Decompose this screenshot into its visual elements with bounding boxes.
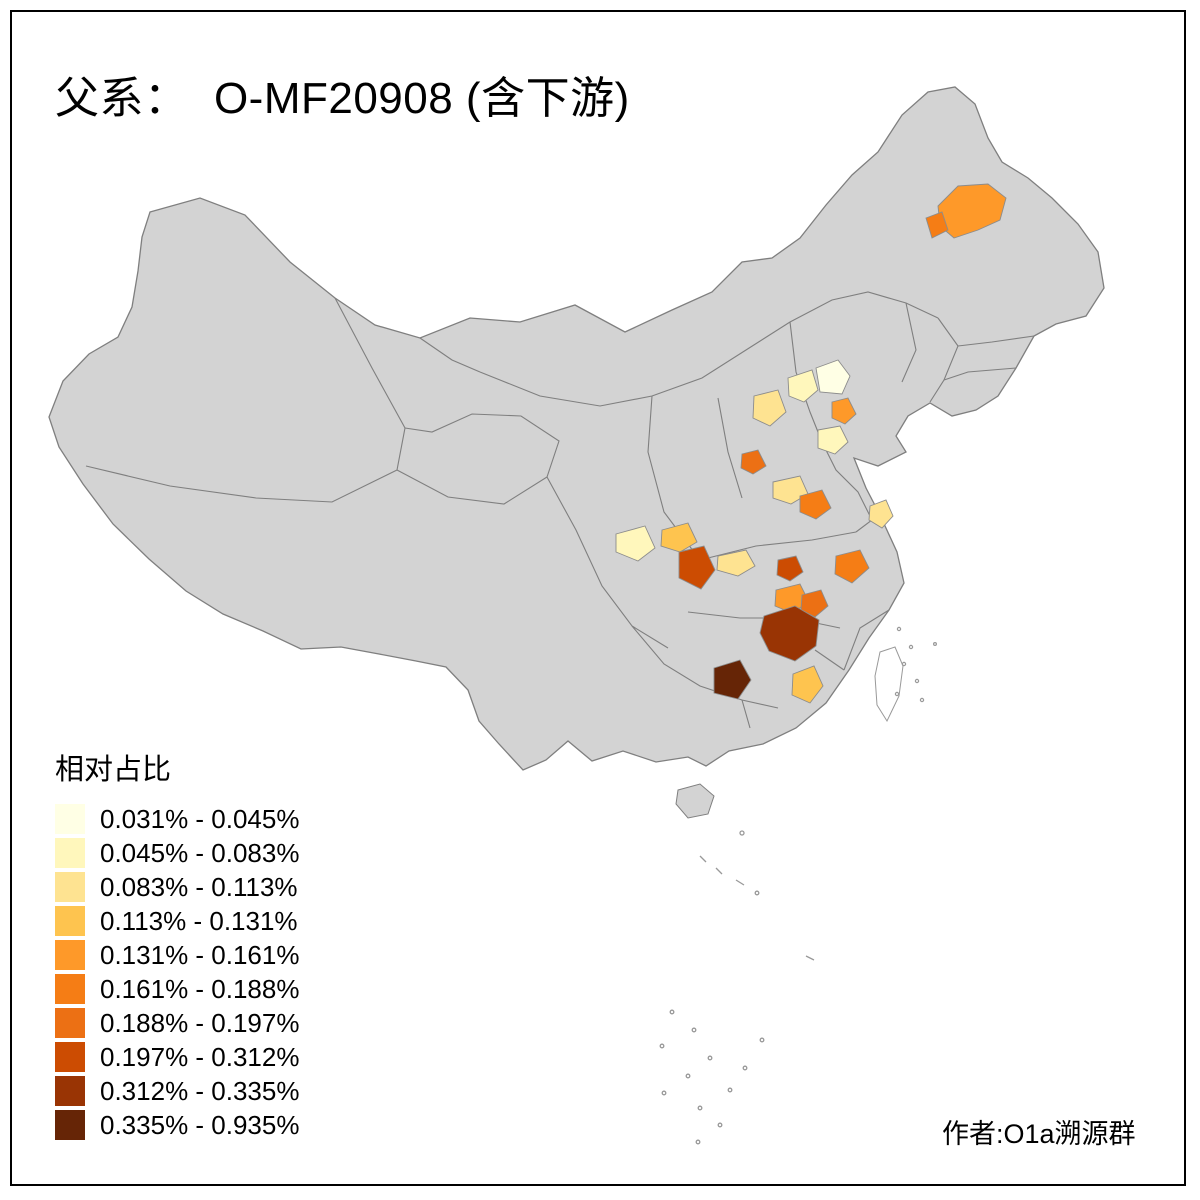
region-shanxi-north-yellow bbox=[752, 389, 787, 427]
region-hebei-south-pale bbox=[817, 425, 849, 455]
region-heilongjiang-small-west bbox=[925, 211, 949, 239]
legend-swatch bbox=[55, 906, 85, 936]
region-guangdong-north-gold bbox=[791, 665, 824, 704]
legend-row: 0.113% - 0.131% bbox=[55, 906, 299, 936]
region-tianjin-orange bbox=[831, 397, 857, 425]
legend-row: 0.131% - 0.161% bbox=[55, 940, 299, 970]
legend-swatch bbox=[55, 1076, 85, 1106]
legend-label: 0.131% - 0.161% bbox=[100, 939, 300, 970]
legend-label: 0.045% - 0.083% bbox=[100, 837, 300, 868]
legend: 相对占比 0.031% - 0.045% 0.045% - 0.083% 0.0… bbox=[55, 746, 299, 1144]
legend-swatch bbox=[55, 804, 85, 834]
legend-swatch bbox=[55, 1042, 85, 1072]
legend-title: 相对占比 bbox=[55, 754, 172, 786]
legend-swatch bbox=[55, 838, 85, 868]
legend-label: 0.197% - 0.312% bbox=[100, 1041, 300, 1072]
legend-row: 0.031% - 0.045% bbox=[55, 804, 299, 834]
region-chongqing-north-gold bbox=[660, 522, 698, 553]
region-jiangxi-northwest-darkbrown bbox=[759, 605, 820, 662]
region-hubei-central-darkorange bbox=[776, 555, 804, 582]
legend-swatch bbox=[55, 940, 85, 970]
region-shanxi-south-orange bbox=[740, 449, 767, 475]
region-sichuan-east-pale bbox=[615, 525, 656, 562]
region-hebei-north-palest bbox=[815, 359, 851, 395]
region-jiangsu-pale bbox=[868, 499, 894, 529]
legend-label: 0.113% - 0.131% bbox=[100, 905, 298, 936]
legend-row: 0.188% - 0.197% bbox=[55, 1008, 299, 1038]
coastal-islets bbox=[894, 626, 937, 703]
attribution: 作者:O1a溯源群 bbox=[942, 1119, 1136, 1149]
taiwan-island bbox=[874, 646, 904, 723]
region-henan-north-yellow bbox=[772, 475, 809, 505]
legend-label: 0.031% - 0.045% bbox=[100, 803, 300, 834]
legend-label: 0.312% - 0.335% bbox=[100, 1075, 300, 1106]
region-chongqing-dark-red bbox=[678, 545, 716, 590]
region-hunan-north-orange bbox=[774, 583, 810, 614]
legend-label: 0.161% - 0.188% bbox=[100, 973, 300, 1004]
region-wuhan-orange bbox=[834, 549, 870, 584]
legend-swatch bbox=[55, 1008, 85, 1038]
legend-row: 0.312% - 0.335% bbox=[55, 1076, 299, 1106]
region-henan-east-orange bbox=[799, 489, 832, 520]
hainan-island bbox=[675, 783, 715, 819]
legend-swatch bbox=[55, 872, 85, 902]
legend-label: 0.335% - 0.935% bbox=[100, 1109, 300, 1140]
legend-row: 0.197% - 0.312% bbox=[55, 1042, 299, 1072]
legend-row: 0.335% - 0.935% bbox=[55, 1110, 299, 1140]
legend-swatch bbox=[55, 1110, 85, 1140]
region-hubei-southeast-orange bbox=[800, 589, 829, 618]
legend-row: 0.083% - 0.113% bbox=[55, 872, 299, 902]
china-mainland bbox=[48, 86, 1105, 771]
legend-row: 0.045% - 0.083% bbox=[55, 838, 299, 868]
region-hubei-west-yellow bbox=[716, 549, 756, 577]
region-beijing-area-pale bbox=[787, 369, 819, 403]
south-china-sea-islands bbox=[659, 830, 815, 1145]
legend-row: 0.161% - 0.188% bbox=[55, 974, 299, 1004]
legend-swatch bbox=[55, 974, 85, 1004]
page-title: 父系： O-MF20908 (含下游) bbox=[55, 74, 630, 123]
legend-label: 0.083% - 0.113% bbox=[100, 871, 298, 902]
region-hunan-south-darkest bbox=[713, 659, 752, 700]
colored-regions bbox=[615, 183, 1007, 704]
legend-label: 0.188% - 0.197% bbox=[100, 1007, 300, 1038]
